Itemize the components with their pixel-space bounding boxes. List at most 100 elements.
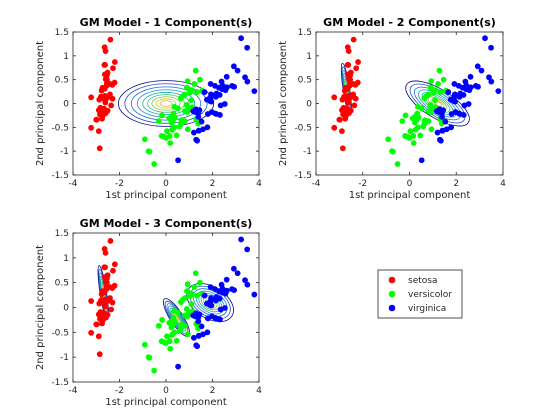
data-point	[183, 306, 190, 312]
data-point	[190, 108, 197, 115]
data-point	[439, 127, 446, 134]
data-point	[93, 116, 100, 123]
data-point	[175, 363, 181, 370]
contour-line	[159, 100, 173, 107]
data-point	[354, 79, 361, 86]
data-point	[350, 91, 357, 98]
data-point	[436, 67, 443, 74]
legend-marker	[388, 304, 396, 312]
y-tick-label: -1	[60, 353, 69, 363]
data-point	[146, 354, 153, 361]
data-point	[98, 87, 105, 94]
data-point	[159, 112, 165, 119]
data-point	[344, 105, 350, 112]
series-virginica	[418, 35, 502, 164]
data-point	[427, 102, 434, 108]
y-tick-label: 0.5	[298, 76, 312, 86]
contour-line	[155, 98, 177, 109]
data-point	[101, 61, 108, 68]
data-point	[433, 108, 440, 115]
data-point	[111, 79, 118, 86]
data-point	[171, 103, 178, 110]
data-point	[184, 281, 191, 288]
data-point	[410, 133, 417, 139]
data-point	[195, 127, 202, 134]
data-point	[167, 140, 174, 146]
data-point	[230, 63, 237, 70]
x-tick-label: -2	[115, 179, 124, 189]
data-point	[213, 111, 220, 117]
data-point	[88, 298, 95, 304]
series-versicolor	[141, 67, 206, 167]
data-point	[445, 89, 452, 95]
y-tick-label: 0	[63, 304, 69, 314]
data-point	[244, 281, 251, 288]
data-point	[190, 312, 197, 319]
data-point	[190, 129, 197, 136]
data-point	[96, 351, 103, 358]
data-point	[177, 95, 184, 102]
data-point	[155, 118, 162, 125]
data-point	[170, 321, 176, 328]
data-point	[251, 291, 258, 298]
data-point	[191, 284, 198, 291]
y-tick-label: 1	[63, 254, 69, 264]
data-point	[192, 67, 199, 74]
data-point	[102, 249, 109, 256]
data-point	[175, 157, 181, 164]
series-virginica	[175, 35, 258, 164]
data-point	[472, 82, 479, 89]
contour-line	[151, 96, 181, 111]
data-point	[436, 136, 443, 143]
y-tick-label: -0.5	[51, 328, 69, 338]
data-point	[100, 299, 107, 305]
x-tick-label: -4	[69, 386, 78, 396]
data-point	[204, 329, 211, 336]
x-axis-label: 1st principal component	[349, 190, 471, 201]
data-point	[223, 73, 230, 80]
data-point	[207, 81, 214, 87]
data-point	[146, 148, 153, 155]
data-point	[95, 333, 102, 340]
data-point	[184, 126, 191, 133]
data-point	[183, 102, 190, 108]
data-point	[107, 295, 113, 301]
data-point	[234, 67, 241, 74]
data-point	[437, 89, 444, 95]
data-point	[170, 117, 176, 124]
plot-area	[73, 32, 259, 175]
data-point	[96, 145, 103, 152]
data-point	[104, 72, 110, 79]
data-point	[345, 48, 352, 54]
data-point	[434, 129, 441, 136]
data-point	[482, 35, 488, 42]
data-point	[488, 44, 494, 51]
legend-entry-setosa: setosa	[388, 276, 437, 286]
data-point	[339, 128, 345, 135]
data-point	[111, 59, 118, 65]
data-point	[111, 261, 118, 268]
data-point	[104, 275, 110, 282]
data-point	[88, 124, 95, 131]
y-tick-label: -0.5	[51, 123, 69, 133]
data-point	[336, 116, 343, 123]
data-point	[217, 306, 224, 313]
y-tick-label: 0.5	[55, 76, 69, 86]
data-point	[440, 107, 447, 114]
y-axis-label: 2nd principal component	[35, 245, 46, 370]
data-point	[340, 111, 347, 118]
y-axis-label: 2nd principal component	[278, 41, 289, 166]
data-point	[181, 312, 188, 319]
data-point	[100, 95, 107, 102]
data-point	[218, 281, 225, 288]
data-point	[341, 87, 348, 94]
data-point	[399, 118, 406, 125]
data-point	[195, 113, 202, 120]
data-point	[339, 145, 346, 152]
data-point	[218, 78, 225, 85]
data-point	[141, 341, 148, 348]
data-point	[415, 124, 421, 131]
y-tick-label: 1.5	[55, 229, 69, 239]
data-point	[229, 82, 235, 89]
data-point	[95, 128, 102, 135]
